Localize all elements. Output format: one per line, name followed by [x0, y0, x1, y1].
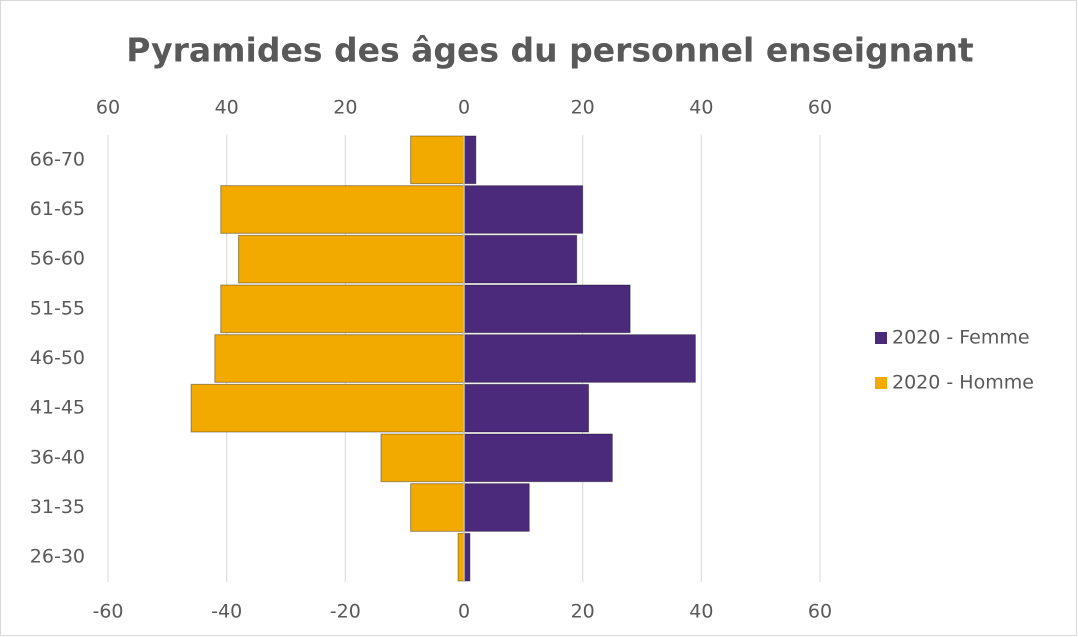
x2-tick-label: 20: [333, 97, 357, 119]
x-tick-label: 20: [571, 601, 595, 623]
x-tick-label: -60: [92, 601, 123, 623]
bar: [463, 334, 696, 383]
y-tick-label: 61-65: [30, 198, 85, 220]
bar: [457, 532, 465, 582]
y-tick-label: 36-40: [30, 446, 85, 468]
bar: [463, 284, 631, 334]
bar: [463, 383, 590, 433]
x2-tick-label: 20: [571, 97, 595, 119]
bar: [463, 433, 613, 483]
y-tick-label: 46-50: [30, 347, 85, 369]
bar: [463, 185, 584, 234]
x-tick-label: 0: [458, 601, 470, 623]
bar: [380, 433, 465, 483]
chart-title: Pyramides des âges du personnel enseigna…: [126, 31, 974, 70]
x-tick-label: 60: [808, 601, 832, 623]
x2-tick-label: 60: [808, 97, 832, 119]
x-tick-label: -40: [211, 601, 242, 623]
bar: [463, 135, 477, 185]
bar: [214, 334, 465, 383]
y-tick-label: 66-70: [30, 148, 85, 170]
bar: [220, 185, 465, 234]
bar: [410, 135, 465, 185]
legend-label: 2020 - Homme: [892, 372, 1034, 394]
y-tick-label: 51-55: [30, 297, 85, 319]
y-tick-label: 26-30: [30, 546, 85, 568]
y-tick-label: 56-60: [30, 248, 85, 270]
x2-tick-label: 40: [215, 97, 239, 119]
legend-swatch: [875, 332, 887, 344]
bar: [463, 483, 530, 532]
legend-swatch: [875, 377, 887, 389]
x-tick-label: 40: [689, 601, 713, 623]
bar: [220, 284, 465, 334]
bar: [410, 483, 465, 532]
bar: [463, 532, 471, 582]
y-tick-label: 41-45: [30, 397, 85, 419]
legend-label: 2020 - Femme: [892, 327, 1030, 349]
y-tick-label: 31-35: [30, 496, 85, 518]
x2-tick-label: 60: [96, 97, 120, 119]
x2-tick-label: 40: [689, 97, 713, 119]
bar: [463, 234, 578, 284]
bar: [190, 383, 465, 433]
bar: [238, 234, 465, 284]
x-tick-label: -20: [330, 601, 361, 623]
x2-tick-label: 0: [458, 97, 470, 119]
